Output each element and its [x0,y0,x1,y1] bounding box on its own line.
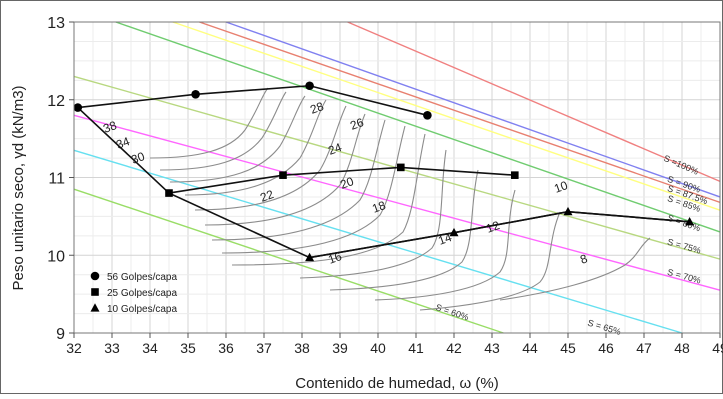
contour-line [204,113,366,226]
legend-marker [91,288,99,296]
legend-label: 10 Golpes/capa [107,304,177,315]
x-tick-label: 35 [180,340,196,356]
x-tick-label: 45 [560,340,576,356]
x-tick-label: 49 [712,340,723,356]
grid [73,21,721,334]
contour-line [149,87,269,159]
x-tick-label: 41 [408,340,424,356]
contour-label: 30 [129,149,147,167]
contour-line [299,149,447,279]
y-tick-label: 9 [56,326,65,343]
contour-label: 8 [578,251,589,267]
data-point [305,252,315,262]
x-tick-label: 37 [256,340,272,356]
contour-line [419,211,561,311]
contour-line [169,95,306,183]
saturation-curve [225,21,721,198]
contour-label: 24 [326,140,344,158]
x-tick-label: 33 [104,340,120,356]
saturation-curve [172,21,721,211]
data-point [191,90,200,99]
contour-line [184,99,327,196]
contour-label: 28 [308,99,326,117]
x-tick-label: 44 [522,340,538,356]
contour-label: 12 [484,218,502,236]
x-tick-label: 40 [370,340,386,356]
x-tick-label: 32 [66,340,82,356]
data-point [397,163,405,172]
data-point [423,111,432,120]
data-markers [73,81,695,262]
contour-line [159,91,287,171]
contour-line [221,125,406,254]
data-point [165,189,173,197]
data-point [511,171,519,179]
saturation-curve [73,114,721,291]
y-tick-label: 13 [47,15,65,32]
data-point [73,103,83,112]
optimum-line [77,106,690,259]
x-tick-label: 47 [636,340,652,356]
legend-label: 25 Golpes/capa [107,288,177,299]
y-tick-label: 12 [47,93,65,110]
saturation-curve [73,149,683,334]
axes: 32 33 34 35 36 37 38 39 40 41 42 43 44 45 46 47 48 49 9 10 1… [47,15,723,356]
saturation-curve [199,21,721,204]
x-tick-label: 39 [332,340,348,356]
saturation-curve [115,21,721,233]
data-point [563,206,573,216]
legend: 56 Golpes/capa 25 Golpes/capa 10 Golpes/ca… [90,271,177,315]
x-tick-label: 43 [484,340,500,356]
x-tick-label: 46 [598,340,614,356]
contour-line [499,237,651,301]
x-tick-label: 36 [218,340,234,356]
contour-label: 26 [348,115,366,133]
x-tick-label: 38 [294,340,310,356]
contour-label: 38 [101,118,119,136]
data-point [305,81,314,91]
series-line [168,166,515,194]
contour-label: 34 [114,134,132,152]
contour-label: 20 [338,174,356,192]
contour-line [211,119,386,241]
contour-line [231,133,426,266]
saturation-curve [347,21,721,183]
y-tick-label: 10 [47,248,65,265]
x-tick-label: 48 [674,340,690,356]
x-tick-label: 34 [142,340,158,356]
data-point [279,171,287,179]
y-axis-label: Peso unitario seco, γd (kN/m3) [10,85,27,290]
legend-marker [90,271,100,281]
contour-label: 22 [258,187,276,205]
data-point [449,227,459,237]
data-series [77,84,690,259]
x-axis-label: Contenido de humedad, ω (%) [295,375,499,392]
legend-marker [90,303,100,312]
series-line [77,84,428,117]
x-tick-label: 42 [446,340,462,356]
data-point [685,217,695,226]
contour-label: 10 [552,178,570,196]
legend-label: 56 Golpes/capa [107,272,177,283]
contour-line [329,169,479,291]
y-tick-label: 11 [48,171,65,188]
contour-label: 18 [370,198,388,216]
